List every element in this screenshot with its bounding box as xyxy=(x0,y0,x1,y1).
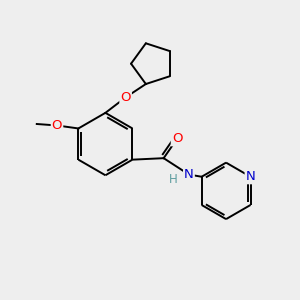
Text: O: O xyxy=(52,119,62,132)
Text: H: H xyxy=(169,173,178,186)
Text: O: O xyxy=(120,91,131,104)
Text: O: O xyxy=(172,132,182,146)
Text: N: N xyxy=(246,170,255,183)
Text: N: N xyxy=(184,168,194,181)
